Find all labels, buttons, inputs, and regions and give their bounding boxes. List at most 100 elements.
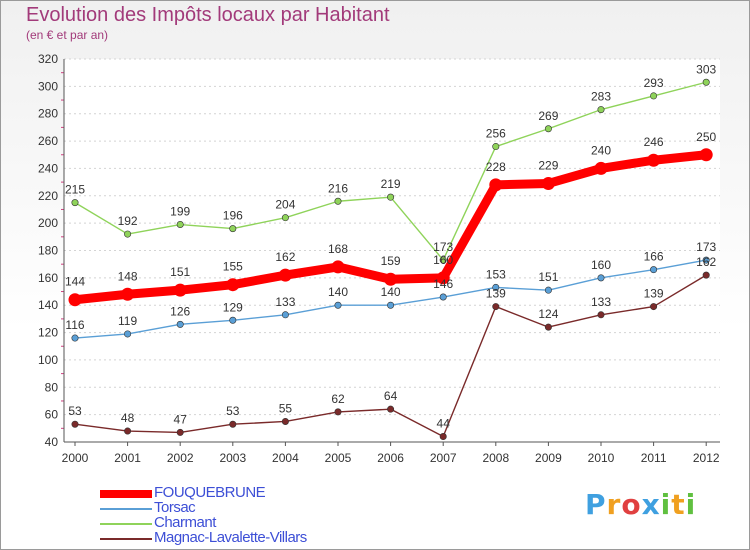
data-point <box>331 260 345 274</box>
data-point <box>541 176 555 190</box>
x-tick-label: 2002 <box>167 451 194 465</box>
data-point <box>229 316 237 324</box>
chart-subtitle: (en € et par an) <box>26 28 109 42</box>
data-label: 62 <box>331 392 345 406</box>
data-point <box>647 153 661 167</box>
data-label: 140 <box>328 285 348 299</box>
y-tick-label: 40 <box>45 435 59 449</box>
data-label: 64 <box>384 389 398 403</box>
data-label: 196 <box>223 209 243 223</box>
logo-letter: i <box>685 488 697 521</box>
data-label: 204 <box>275 198 295 212</box>
legend-label: FOUQUEBRUNE <box>154 484 266 501</box>
data-point <box>334 197 342 205</box>
legend-label: Torsac <box>154 499 196 516</box>
data-label: 44 <box>437 417 451 431</box>
data-label: 116 <box>65 318 84 332</box>
y-tick-label: 100 <box>38 353 58 367</box>
legend-label: Magnac-Lavalette-Villars <box>154 529 307 546</box>
logo-letter: t <box>671 488 686 521</box>
data-label: 192 <box>118 214 138 228</box>
x-tick-label: 2003 <box>219 451 246 465</box>
data-label: 124 <box>538 307 558 321</box>
x-tick-label: 2012 <box>693 451 720 465</box>
data-label: 126 <box>170 304 190 318</box>
data-label: 119 <box>118 314 137 328</box>
data-point <box>492 143 500 151</box>
data-point <box>492 283 500 291</box>
data-point <box>176 320 184 328</box>
data-point <box>489 178 503 192</box>
y-tick-label: 80 <box>45 380 59 394</box>
data-point <box>439 433 447 441</box>
logo-letter: P <box>585 488 607 521</box>
y-tick-label: 240 <box>38 161 58 175</box>
x-tick-label: 2011 <box>641 451 667 465</box>
data-point <box>124 330 132 338</box>
data-label: 216 <box>328 181 348 195</box>
y-tick-label: 60 <box>45 408 59 422</box>
legend-swatch <box>100 523 152 525</box>
data-label: 219 <box>381 177 401 191</box>
data-label: 283 <box>591 90 611 104</box>
data-point <box>176 221 184 229</box>
data-label: 146 <box>433 277 453 291</box>
data-label: 173 <box>696 240 716 254</box>
x-tick-label: 2007 <box>430 451 457 465</box>
x-tick-label: 2006 <box>377 451 404 465</box>
data-point <box>281 311 289 319</box>
y-tick-label: 300 <box>38 79 58 93</box>
legend-label: Charmant <box>154 514 216 531</box>
data-label: 229 <box>538 158 558 172</box>
data-label: 162 <box>275 250 295 264</box>
data-point <box>281 214 289 222</box>
data-label: 160 <box>591 258 611 272</box>
data-point <box>278 268 292 282</box>
data-point <box>387 193 395 201</box>
data-label: 199 <box>170 205 190 219</box>
data-point <box>544 286 552 294</box>
data-label: 151 <box>538 270 558 284</box>
data-label: 53 <box>226 404 240 418</box>
data-point <box>650 92 658 100</box>
data-label: 160 <box>433 253 453 267</box>
data-point <box>334 301 342 309</box>
data-point <box>229 420 237 428</box>
data-point <box>699 148 713 162</box>
y-tick-label: 320 <box>38 52 58 66</box>
data-label: 159 <box>381 254 401 268</box>
data-point <box>173 283 187 297</box>
x-tick-label: 2001 <box>114 451 141 465</box>
data-label: 139 <box>486 287 506 301</box>
data-label: 48 <box>121 411 135 425</box>
data-point <box>650 266 658 274</box>
data-point <box>281 417 289 425</box>
legend-swatch <box>100 508 152 510</box>
data-point <box>439 293 447 301</box>
data-label: 151 <box>170 265 190 279</box>
y-tick-label: 280 <box>38 107 58 121</box>
data-point <box>702 271 710 279</box>
data-label: 129 <box>223 300 243 314</box>
proxiti-logo: Proxiti <box>585 488 696 521</box>
logo-letter: x <box>641 488 661 521</box>
data-point <box>387 405 395 413</box>
data-point <box>176 428 184 436</box>
data-point <box>226 278 240 292</box>
plot-area <box>64 59 720 442</box>
data-point <box>71 334 79 342</box>
x-tick-label: 2008 <box>482 451 509 465</box>
data-point <box>387 301 395 309</box>
data-label: 303 <box>696 62 716 76</box>
logo-letter: i <box>660 488 672 521</box>
data-label: 144 <box>65 275 85 289</box>
data-label: 162 <box>696 255 716 269</box>
data-point <box>702 78 710 86</box>
data-point <box>544 125 552 133</box>
y-tick-label: 120 <box>38 326 58 340</box>
data-label: 133 <box>591 295 611 309</box>
y-tick-label: 200 <box>38 216 58 230</box>
data-point <box>439 256 447 264</box>
legend-swatch <box>100 490 152 498</box>
